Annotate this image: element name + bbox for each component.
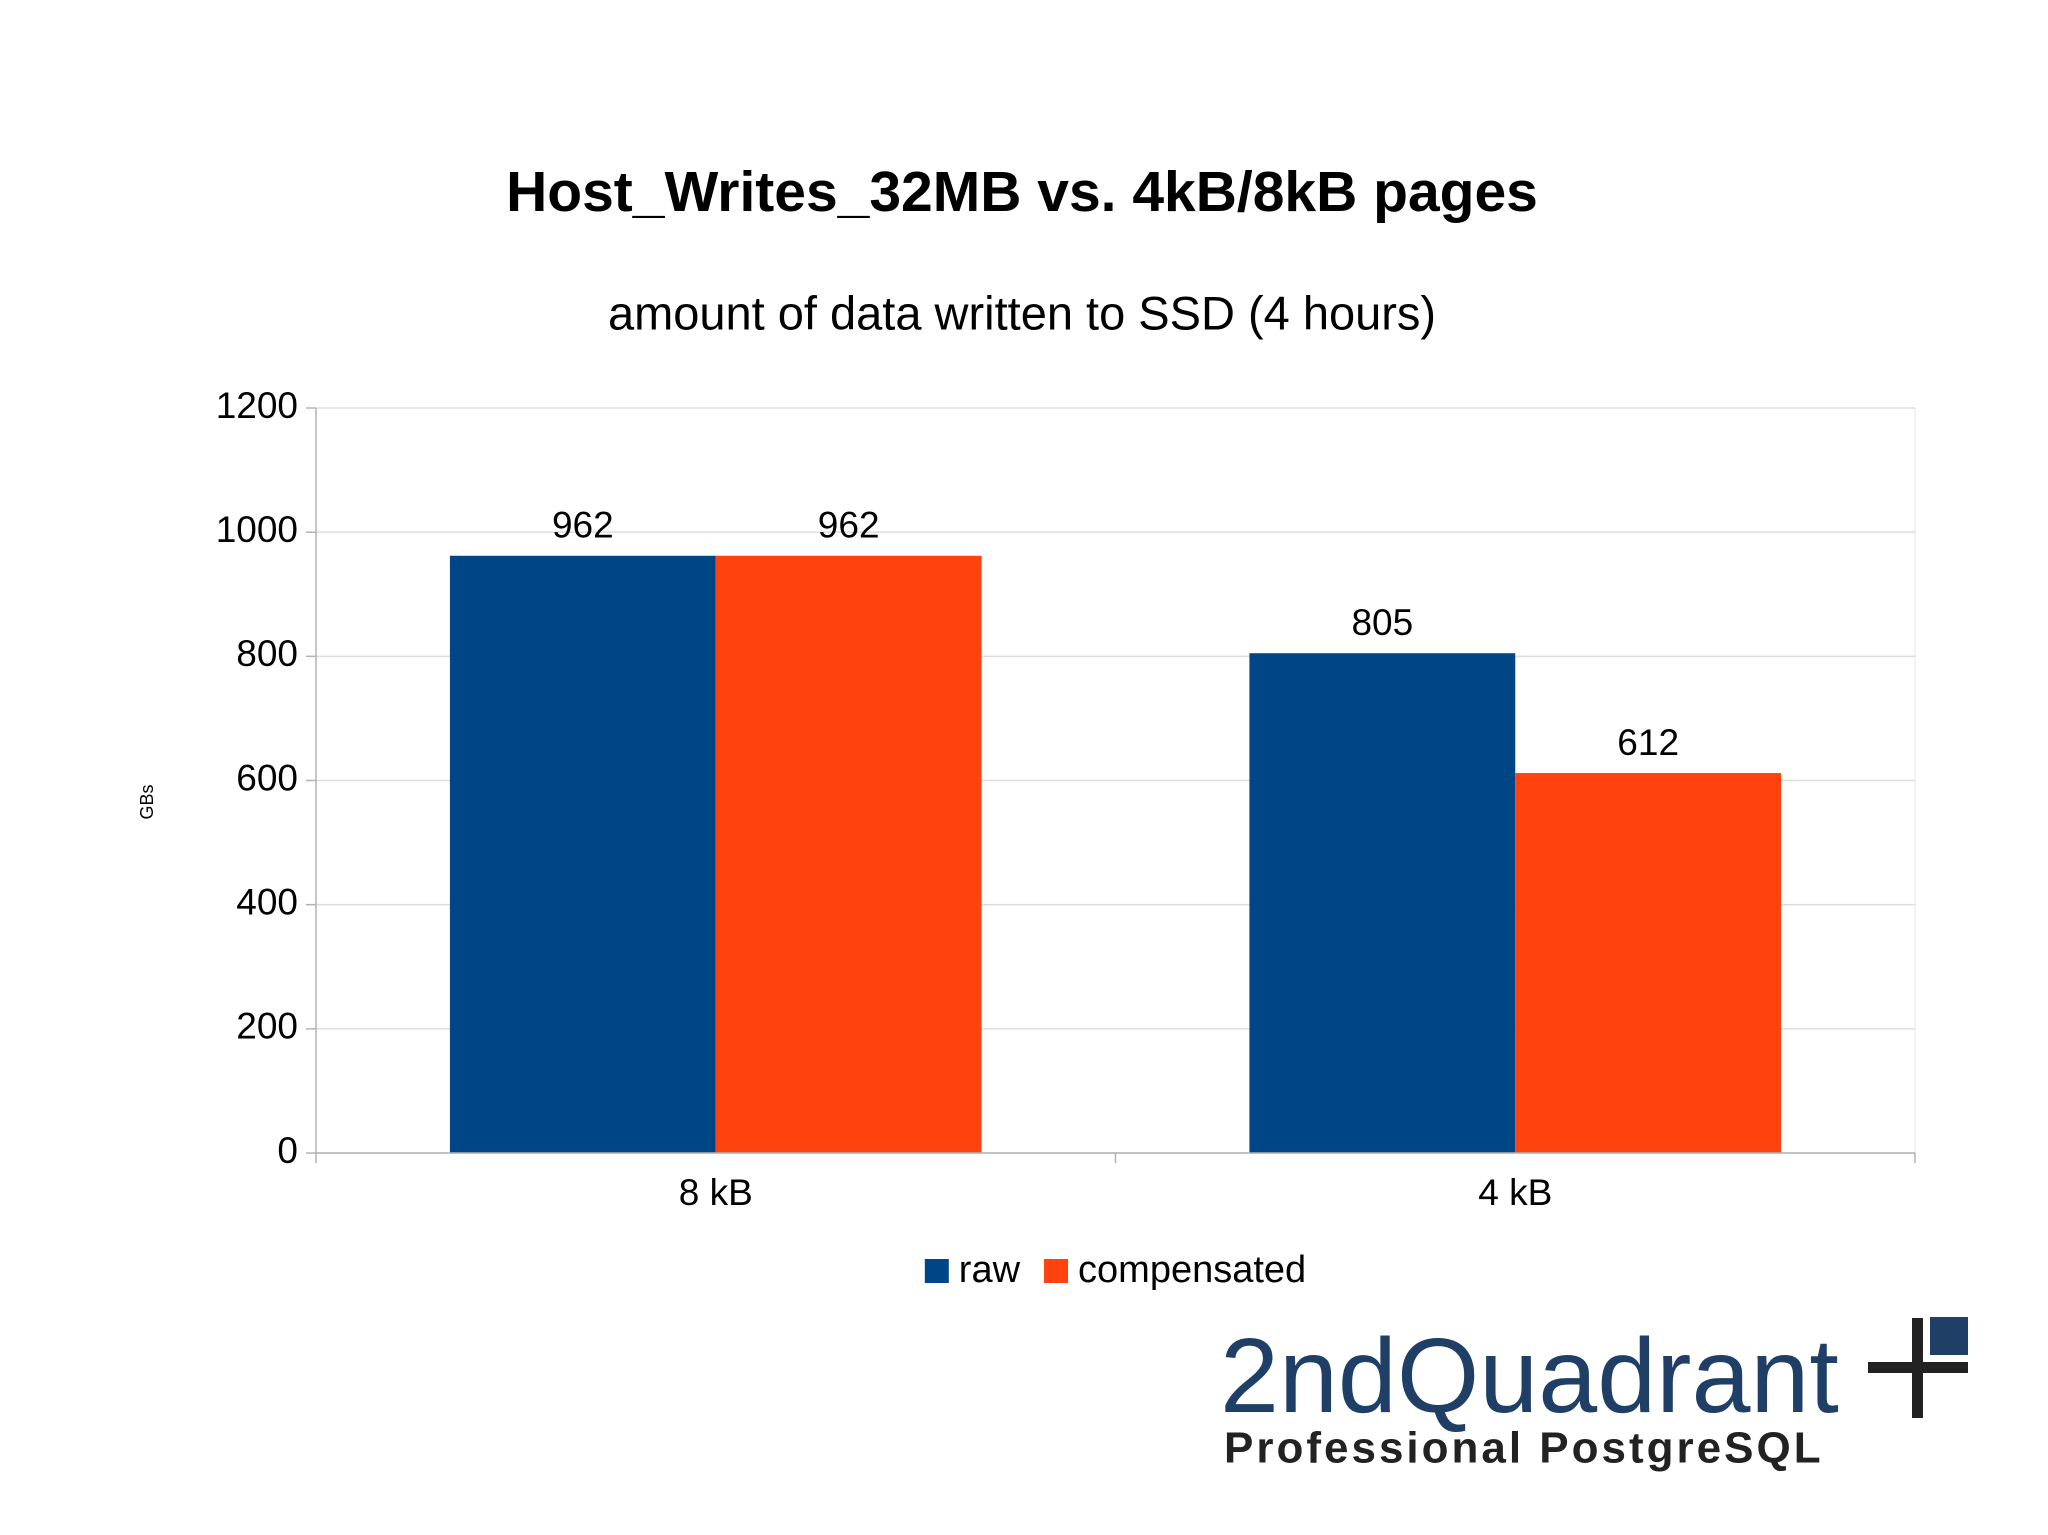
chart-title: Host_Writes_32MB vs. 4kB/8kB pages: [506, 160, 1538, 224]
y-axis-label: GBs: [137, 784, 157, 819]
y-tick-label: 400: [236, 881, 298, 922]
logo-tagline: Professional PostgreSQL: [1224, 1424, 1824, 1473]
legend-label: compensated: [1078, 1249, 1306, 1291]
logo: 2ndQuadrant Professional PostgreSQL: [1220, 1317, 1968, 1473]
value-label: 962: [818, 505, 880, 546]
value-label: 962: [552, 505, 614, 546]
logo-name: 2ndQuadrant: [1220, 1317, 1839, 1435]
logo-plus-h: [1868, 1362, 1968, 1373]
x-tick-label: 4 kB: [1478, 1172, 1552, 1213]
value-label: 612: [1617, 722, 1679, 763]
value-label: 805: [1351, 602, 1413, 643]
chart-subtitle: amount of data written to SSD (4 hours): [608, 286, 1436, 339]
y-tick-label: 0: [277, 1130, 298, 1171]
y-tick-label: 1000: [216, 509, 298, 550]
y-tick-label: 800: [236, 633, 298, 674]
logo-square: [1930, 1317, 1968, 1355]
legend-swatch: [1044, 1259, 1069, 1283]
y-tick-label: 1200: [216, 385, 298, 426]
bar: [1515, 773, 1782, 1153]
y-tick-label: 200: [236, 1006, 298, 1047]
legend-swatch: [924, 1259, 949, 1283]
bar: [449, 555, 716, 1153]
bar: [715, 555, 982, 1153]
bar: [1249, 653, 1516, 1153]
y-tick-label: 600: [236, 757, 298, 798]
x-tick-label: 8 kB: [679, 1172, 753, 1213]
legend-label: raw: [959, 1249, 1021, 1291]
